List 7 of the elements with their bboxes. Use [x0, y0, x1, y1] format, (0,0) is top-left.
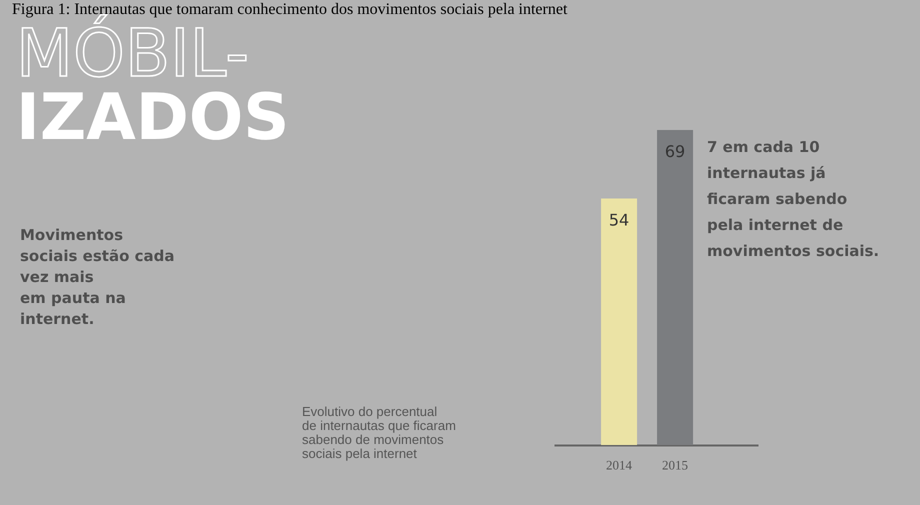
data-label: 69 — [664, 142, 686, 161]
text: Evolutivo do percentual de internautas que ficaram sabendo de movimentos sociais pela internet — [302, 404, 456, 461]
text: Movimentos sociais estão cada vez mais em pauta na internet. — [20, 226, 174, 328]
x-tick-label: 2015 — [662, 458, 688, 472]
x-tick-label: 2014 — [606, 458, 633, 472]
text: 7 em cada 10 internautas já ficaram sabendo pela internet de movimentos sociais. — [707, 138, 880, 260]
data-label: 54 — [608, 210, 630, 230]
